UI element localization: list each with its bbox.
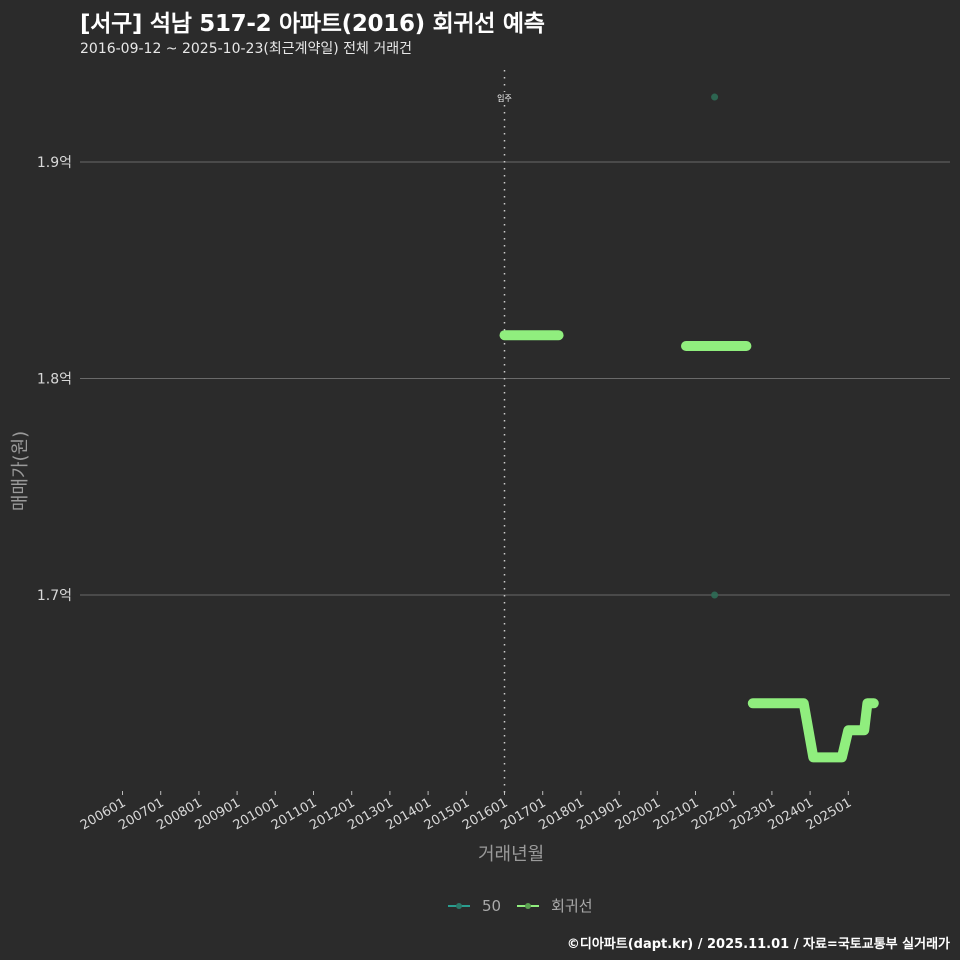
y-tick-label: 1.7억 — [37, 588, 72, 604]
y-axis-label-container: 매매가(원) — [4, 430, 31, 511]
legend-item-50: 50 — [446, 897, 501, 915]
legend: 50 회귀선 — [446, 895, 599, 916]
transaction-point — [711, 93, 719, 101]
annotation-bg — [495, 92, 514, 103]
transaction-point — [711, 591, 719, 599]
legend-key-50-icon — [448, 902, 470, 909]
x-axis-label: 거래년월 — [478, 844, 545, 865]
y-tick-label: 1.8억 — [37, 372, 72, 388]
legend-key-regression-icon — [517, 902, 540, 909]
y-tick-label: 1.9억 — [37, 155, 72, 171]
source-caption: ©디아파트(dapt.kr) / 2025.11.01 / 자료=국토교통부 실… — [566, 937, 950, 952]
chart-subtitle: 2016-09-12 ~ 2025-10-23(최근계약일) 전체 거래건 — [80, 41, 412, 57]
legend-item-regression: 회귀선 — [515, 895, 593, 916]
y-axis-label: 매매가(원) — [10, 430, 31, 512]
regression-line-segment — [747, 698, 879, 763]
move-in-annotation-label: 입주 — [497, 94, 512, 103]
chart-title: [서구] 석남 517-2 아파트(2016) 회귀선 예측 — [80, 11, 545, 37]
legend-label-regression: 회귀선 — [551, 897, 593, 915]
legend-label-50: 50 — [482, 896, 502, 915]
